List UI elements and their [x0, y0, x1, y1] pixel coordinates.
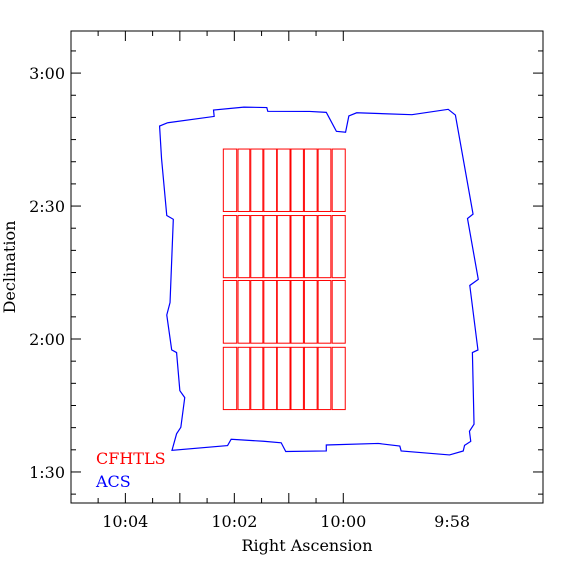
acs-layer: [158, 106, 479, 456]
axis-ticks: [71, 31, 543, 503]
cfhtls-chip: [250, 279, 264, 344]
y-tick-label: 1:30: [29, 463, 65, 482]
y-axis-label: Declination: [0, 221, 19, 314]
cfhtls-chip: [276, 279, 291, 344]
cfhtls-chip: [237, 215, 251, 279]
cfhtls-chip: [237, 148, 251, 212]
cfhtls-chip: [331, 148, 346, 212]
cfhtls-chip: [303, 148, 318, 212]
cfhtls-chip: [222, 148, 238, 212]
cfhtls-chip: [222, 215, 238, 279]
cfhtls-layer: [222, 148, 346, 411]
cfhtls-chip: [237, 346, 251, 411]
x-tick-label: 10:04: [102, 512, 148, 531]
cfhtls-chip: [263, 215, 278, 279]
x-axis-label: Right Ascension: [242, 536, 373, 555]
cfhtls-chip: [276, 148, 291, 212]
cfhtls-chip: [222, 346, 238, 411]
x-tick-label: 10:02: [211, 512, 257, 531]
cfhtls-chip: [263, 279, 278, 344]
cfhtls-chip: [331, 346, 346, 411]
cfhtls-chip: [237, 279, 251, 344]
cfhtls-chip: [290, 148, 304, 212]
legend-label-cfhtls: CFHTLS: [96, 449, 166, 468]
legend-label-acs: ACS: [95, 472, 131, 491]
cfhtls-chip: [317, 346, 332, 411]
cfhtls-chip: [317, 215, 332, 279]
cfhtls-chip: [250, 215, 264, 279]
y-tick-label: 3:00: [29, 64, 65, 83]
cfhtls-chip: [222, 279, 238, 344]
cfhtls-chip: [263, 346, 278, 411]
y-tick-label: 2:00: [29, 330, 65, 349]
cfhtls-chip: [276, 215, 291, 279]
acs-outline: [158, 106, 479, 456]
cfhtls-chip: [317, 148, 332, 212]
cfhtls-chip: [331, 215, 346, 279]
cfhtls-chip: [250, 346, 264, 411]
cfhtls-chip: [290, 215, 304, 279]
x-tick-label: 10:00: [320, 512, 366, 531]
cfhtls-chip: [290, 346, 304, 411]
plot-frame: [70, 30, 544, 504]
tick-labels: 10:04 10:02 10:00 9:58 3:00 2:30 2:00 1:30: [29, 64, 470, 531]
cfhtls-chip: [331, 279, 346, 344]
cfhtls-chip: [303, 346, 318, 411]
cfhtls-chip: [317, 279, 332, 344]
cfhtls-chip: [303, 279, 318, 344]
cfhtls-chip: [263, 148, 278, 212]
cfhtls-chip: [303, 215, 318, 279]
cfhtls-chip: [276, 346, 291, 411]
cfhtls-chip: [290, 279, 304, 344]
cfhtls-chip: [250, 148, 264, 212]
y-tick-label: 2:30: [29, 197, 65, 216]
x-tick-label: 9:58: [434, 512, 470, 531]
